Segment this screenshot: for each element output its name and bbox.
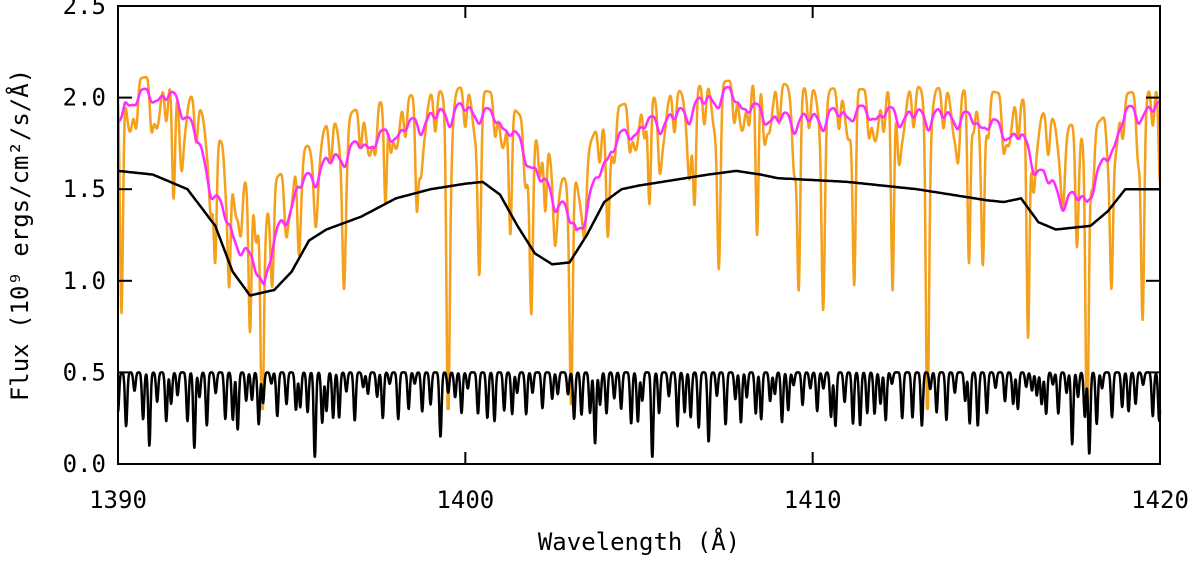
magenta-spectrum-line	[117, 85, 1161, 286]
y-axis-title: Flux (10⁹ ergs/cm²/s/Å)	[5, 69, 34, 401]
y-tick-label: 2.5	[63, 0, 106, 20]
y-tick-label: 2.0	[63, 84, 106, 112]
x-tick-label: 1390	[89, 486, 147, 514]
plot-frame	[117, 5, 1161, 465]
line-spectrum-bottom	[116, 371, 1162, 458]
y-axis: 0.0 0.5 1.0 1.5 2.0 2.5	[63, 0, 1160, 478]
y-tick-label: 1.5	[63, 175, 106, 203]
y-tick-label: 0.0	[63, 450, 106, 478]
plot-lines	[116, 75, 1162, 458]
x-axis: 1390 1400 1410 1420	[89, 6, 1189, 514]
x-tick-label: 1420	[1131, 486, 1189, 514]
y-tick-label: 0.5	[63, 358, 106, 386]
broad-profile-line	[117, 169, 1160, 297]
x-tick-label: 1400	[436, 486, 494, 514]
x-tick-label: 1410	[784, 486, 842, 514]
x-axis-title: Wavelength (Å)	[538, 527, 740, 556]
y-tick-label: 1.0	[63, 267, 106, 295]
